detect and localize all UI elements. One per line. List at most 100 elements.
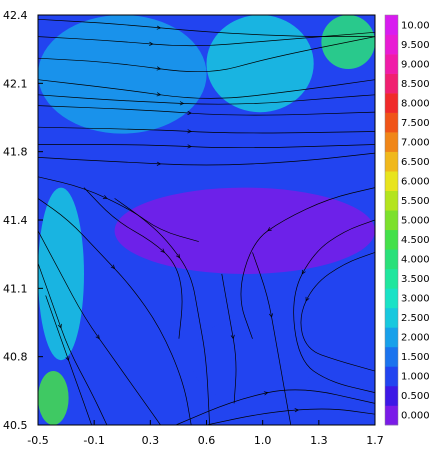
field-patch — [206, 15, 314, 113]
streamline-arrow — [187, 144, 192, 149]
colorbar-swatch — [385, 346, 398, 367]
colorbar-label: 4.500 — [401, 235, 430, 246]
colorbar-label: 5.000 — [401, 216, 430, 227]
colorbar-label: 2.000 — [401, 333, 430, 344]
colorbar-label: 2.500 — [401, 313, 430, 324]
x-tick-label: 1.7 — [366, 434, 384, 447]
colorbar-swatch — [385, 307, 398, 328]
streamline — [38, 18, 375, 37]
streamline — [38, 144, 375, 149]
streamline — [38, 126, 375, 134]
streamline-arrow — [149, 41, 154, 46]
x-tick-label: -0.1 — [83, 434, 104, 447]
colorbar-swatch — [385, 385, 398, 406]
x-tick-label: 1.0 — [254, 434, 272, 447]
colorbar-swatch — [385, 327, 398, 348]
colorbar-label: 8.000 — [401, 98, 430, 109]
streamline-arrow — [176, 253, 181, 259]
streamline-arrow — [102, 195, 108, 199]
colorbar-swatch — [385, 73, 398, 94]
streamline-arrow — [305, 296, 310, 302]
streamline-arrow — [179, 101, 185, 106]
x-tick-label: 0.6 — [198, 434, 216, 447]
colorbar-label: 6.000 — [401, 176, 430, 187]
colorbar-swatch — [385, 405, 398, 426]
colorbar-label: 3.500 — [401, 274, 430, 285]
x-tick-label: 0.3 — [142, 434, 160, 447]
streamline-arrow — [267, 227, 272, 232]
streamline — [221, 273, 237, 404]
colorbar-label: 9.500 — [401, 40, 430, 51]
colorbar-swatch — [385, 268, 398, 289]
streamline-arrow — [57, 323, 62, 329]
streamline — [38, 94, 375, 105]
y-tick-label: 40.5 — [3, 419, 28, 432]
streamline-arrow — [110, 264, 116, 270]
colorbar-label: 1.000 — [401, 372, 430, 383]
streamline-arrow — [95, 334, 100, 340]
colorbar-label: 4.000 — [401, 255, 430, 266]
colorbar-label: 1.500 — [401, 352, 430, 363]
x-axis: -0.5 -0.1 0.3 0.6 1.0 1.3 1.7 — [27, 420, 384, 447]
colorbar-swatch — [385, 229, 398, 250]
streamline — [206, 408, 375, 425]
streamline — [175, 389, 375, 425]
y-tick-label: 41.4 — [3, 214, 28, 227]
colorbar-swatch — [385, 151, 398, 172]
colorbar-swatch — [385, 210, 398, 231]
y-tick-label: 40.8 — [3, 351, 28, 364]
colorbar-swatch — [385, 34, 398, 55]
streamline-arrow — [156, 161, 162, 166]
colorbar-label: 0.500 — [401, 391, 430, 402]
field-patch — [191, 317, 314, 404]
colorbar-label: 8.500 — [401, 79, 430, 90]
colorbar-swatch — [385, 132, 398, 152]
streamline-arrow — [160, 248, 165, 253]
colorbar-label: 10.00 — [401, 20, 430, 31]
colorbar-swatch — [385, 366, 398, 387]
colorbar-swatch — [385, 15, 398, 35]
y-axis: 40.5 40.8 41.1 41.4 41.8 42.1 42.4 — [3, 9, 43, 432]
field-patch — [38, 15, 207, 134]
streamline-arrow — [294, 408, 300, 413]
colorbar: 0.000 0.500 1.000 1.500 2.000 2.500 3.000 3.500… — [384, 14, 430, 426]
streamline — [45, 295, 92, 425]
streamline — [38, 152, 375, 166]
streamline — [38, 105, 375, 116]
colorbar-label: 9.000 — [401, 59, 430, 70]
streamline — [38, 230, 161, 425]
streamline-arrow — [187, 129, 192, 134]
streamline-arrow — [230, 334, 235, 340]
y-tick-label: 42.4 — [3, 9, 28, 22]
streamline-arrow — [187, 110, 192, 116]
streamline-arrow — [156, 92, 162, 97]
streamline-arrow — [156, 25, 162, 30]
colorbar-label: 5.500 — [401, 196, 430, 207]
streamline-arrow — [269, 313, 274, 318]
streamline-arrow — [301, 269, 306, 275]
colorbar-label: 7.500 — [401, 118, 430, 129]
colorbar-label: 0.000 — [401, 411, 430, 422]
colorbar-swatch — [385, 112, 398, 133]
y-tick-label: 41.1 — [3, 282, 28, 295]
colorbar-swatch — [385, 190, 398, 211]
colorbar-label: 3.000 — [401, 294, 430, 305]
streamline-arrow — [156, 66, 162, 71]
streamline-arrow — [263, 391, 269, 396]
y-tick-label: 42.1 — [3, 77, 28, 90]
streamline — [38, 31, 375, 47]
field-patch — [38, 371, 69, 425]
colorbar-swatch — [385, 93, 398, 113]
y-tick-label: 41.8 — [3, 146, 28, 159]
streamline — [240, 187, 375, 339]
colorbar-swatch — [385, 54, 398, 74]
colorbar-label: 7.000 — [401, 137, 430, 148]
streamline-arrow — [65, 356, 70, 362]
colorbar-frame — [384, 14, 399, 426]
colorbar-label: 6.500 — [401, 157, 430, 168]
x-tick-label: 1.3 — [310, 434, 328, 447]
plot-area — [38, 15, 375, 425]
streamline — [83, 187, 183, 339]
colorbar-swatch — [385, 249, 398, 270]
